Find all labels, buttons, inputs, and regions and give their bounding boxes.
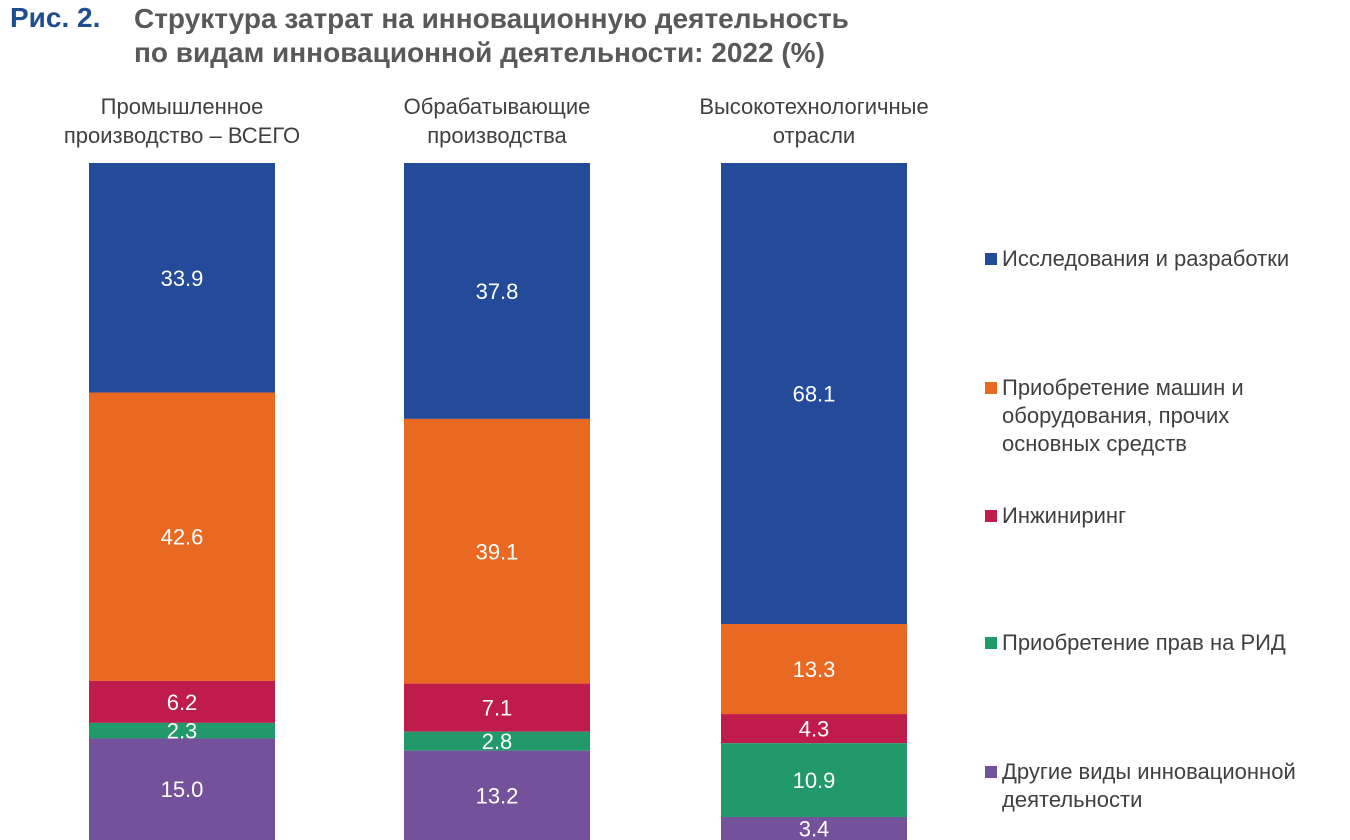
- legend-label: Другие виды инновационной деятельности: [1002, 759, 1296, 812]
- bar-segment: [721, 714, 907, 744]
- legend-swatch: [985, 382, 997, 394]
- chart-title-line-1: Структура затрат на инновационную деятел…: [134, 3, 849, 34]
- data-label: 15.0: [161, 777, 204, 802]
- legend-label: Приобретение прав на РИД: [1002, 630, 1286, 655]
- data-label: 3.4: [799, 816, 830, 840]
- legend-label: Приобретение машин и оборудования, прочи…: [1002, 375, 1244, 456]
- column-header-line-1: Высокотехнологичные: [699, 94, 929, 119]
- data-label: 42.6: [161, 525, 204, 550]
- legend-item-research: Исследования и разработки: [985, 245, 1347, 273]
- column-header-manufacturing: Обрабатывающие производства: [347, 92, 647, 150]
- bar-segment: [721, 163, 907, 625]
- data-label: 10.9: [793, 768, 836, 793]
- legend-item-other: Другие виды инновационной деятельности: [985, 758, 1347, 814]
- data-label: 7.1: [482, 696, 513, 721]
- column-header-line-2: производство – ВСЕГО: [63, 123, 301, 148]
- column-header-line-2: производства: [427, 123, 567, 148]
- bar-segment: [404, 418, 590, 684]
- bar-segment: [404, 731, 590, 751]
- bar-segment: [404, 683, 590, 732]
- bar-segment: [404, 750, 590, 840]
- column-header-total: Промышленное производство – ВСЕГО: [32, 92, 332, 150]
- bar-segment: [404, 163, 590, 419]
- bar-segment: [89, 680, 275, 723]
- figure-label: Рис. 2.: [10, 2, 101, 33]
- legend-swatch: [985, 766, 997, 778]
- bar-segment: [721, 743, 907, 817]
- data-label: 13.2: [476, 783, 519, 808]
- column-header-line-1: Обрабатывающие: [403, 94, 591, 119]
- legend-item-machinery: Приобретение машин и оборудования, прочи…: [985, 374, 1347, 458]
- column-header-hightech: Высокотехнологичные отрасли: [664, 92, 964, 150]
- data-label: 37.8: [476, 279, 519, 304]
- data-label: 6.2: [167, 690, 198, 715]
- data-label: 33.9: [161, 266, 204, 291]
- legend-swatch: [985, 510, 997, 522]
- bar-segment: [89, 163, 275, 393]
- chart-title: Структура затрат на инновационную деятел…: [134, 2, 1034, 70]
- bar-segment: [89, 738, 275, 840]
- data-label: 39.1: [476, 539, 519, 564]
- bar-segment: [721, 816, 907, 840]
- legend-item-ip-rights: Приобретение прав на РИД: [985, 629, 1347, 657]
- column-header-line-1: Промышленное: [100, 94, 264, 119]
- legend-swatch: [985, 637, 997, 649]
- data-label: 4.3: [799, 717, 830, 742]
- data-label: 68.1: [793, 382, 836, 407]
- column-header-line-2: отрасли: [772, 123, 856, 148]
- legend-label: Инжиниринг: [1002, 503, 1127, 528]
- bar-segment: [721, 624, 907, 715]
- bar-segment: [89, 392, 275, 681]
- bar-segment: [89, 722, 275, 739]
- chart-title-line-2: по видам инновационной деятельности: 202…: [134, 37, 825, 68]
- data-label: 13.3: [793, 657, 836, 682]
- legend-swatch: [985, 253, 997, 265]
- legend-label: Исследования и разработки: [1002, 246, 1290, 271]
- legend-item-engineering: Инжиниринг: [985, 502, 1347, 530]
- data-label: 2.8: [482, 729, 513, 754]
